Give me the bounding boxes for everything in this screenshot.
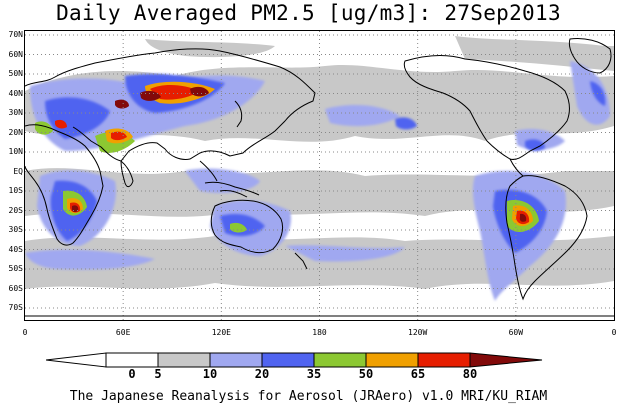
latitude-label: 20N	[8, 127, 23, 137]
colorbar-bin	[157, 352, 211, 368]
latitude-label: 70N	[8, 30, 23, 39]
colorbar-value: 50	[358, 367, 374, 381]
colorbar-bin	[261, 352, 315, 368]
longitude-label: 0	[611, 328, 617, 337]
latitude-label: 60N	[8, 49, 23, 59]
longitude-label: 60E	[115, 328, 131, 337]
colorbar-value: 0	[128, 367, 136, 381]
colorbar-value: 5	[154, 367, 162, 381]
colorbar	[46, 352, 543, 368]
latitude-label: 50S	[8, 264, 23, 273]
colorbar-bin	[313, 352, 367, 368]
longitude-label: 180	[312, 328, 327, 337]
colorbar-value: 80	[462, 367, 478, 381]
map-title: Daily Averaged PM2.5 [ug/m3]: 27Sep2013	[56, 1, 561, 25]
colorbar-bin	[417, 352, 471, 368]
colorbar-value: 65	[410, 367, 426, 381]
latitude-label: 70S	[8, 303, 23, 312]
colorbar-value: 20	[254, 367, 270, 381]
longitude-label: 120E	[211, 328, 231, 337]
longitude-label: 60W	[508, 328, 524, 337]
latitude-label: 40S	[8, 244, 23, 254]
credit-line: The Japanese Reanalysis for Aerosol (JRA…	[69, 389, 548, 404]
latitude-label: 40N	[8, 88, 23, 98]
colorbar-bin	[209, 352, 263, 368]
latitude-label: 60S	[8, 283, 23, 293]
colorbar-bin	[365, 352, 419, 368]
latitude-label: 10S	[8, 186, 23, 195]
latitude-label: 20S	[8, 205, 23, 215]
map-frame	[24, 30, 615, 321]
latitude-label: 10N	[8, 147, 23, 156]
colorbar-value: 10	[202, 367, 218, 381]
longitude-label: 0	[22, 328, 28, 337]
longitude-label: 120W	[408, 328, 428, 337]
colorbar-low-arrow	[46, 352, 107, 368]
latitude-label: 30S	[8, 225, 23, 234]
colorbar-bin	[105, 352, 159, 368]
pm25-map	[25, 31, 614, 320]
colorbar-high-arrow	[469, 352, 543, 368]
latitude-label: 30N	[8, 108, 23, 117]
colorbar-value: 35	[306, 367, 322, 381]
latitude-label: 50N	[8, 69, 23, 78]
latitude-label: EQ	[13, 166, 23, 176]
coastlines	[25, 38, 614, 317]
